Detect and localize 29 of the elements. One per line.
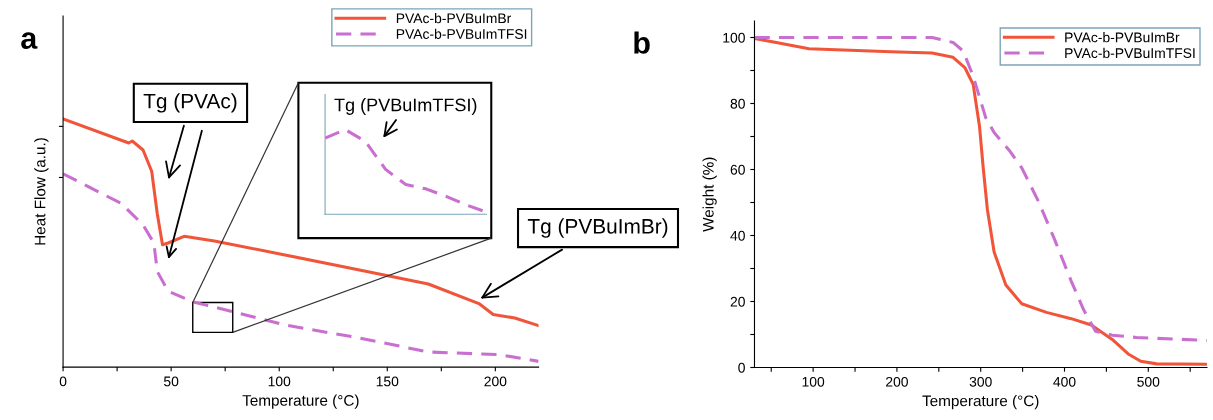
x-axis-title: Temperature (°C) (242, 394, 359, 409)
chart-title: b (634, 31, 650, 54)
x-tick-label: 200 (484, 376, 507, 387)
text: Tg (PVBuImTFSI) (334, 98, 477, 115)
x-axis-title: Temperature (°C) (922, 395, 1039, 410)
x-tick-label: 400 (1053, 376, 1076, 387)
x-tick-label: 100 (802, 376, 825, 387)
y-tick-label: 80 (730, 98, 745, 109)
x-tick-label: 150 (376, 376, 399, 387)
x-tick-label: 200 (886, 376, 908, 387)
y-axis-title: Heat Flow (a.u.) (34, 138, 49, 245)
x-tick-label: 100 (268, 376, 291, 387)
chart-title: a (21, 32, 38, 49)
legend-label: PVAc-b-PVBuImTFSI (396, 28, 527, 39)
legend-label: PVAc-b-PVBuImTFSI (1065, 47, 1195, 59)
y-tick-label: 40 (730, 230, 745, 241)
y-axis-title: Weight (%) (702, 157, 717, 232)
x-tick-label: 0 (59, 376, 67, 387)
legend-label: PVAc-b-PVBuImBr (396, 13, 512, 24)
x-tick-label: 300 (969, 376, 992, 387)
y-tick-label: 20 (730, 296, 745, 307)
legend-label: PVAc-b-PVBuImBr (1065, 32, 1180, 43)
annotation: Tg (PVBuImBr) (527, 218, 668, 238)
y-tick-label: 100 (723, 32, 745, 43)
y-tick-label: 60 (730, 164, 745, 175)
y-tick-label: 0 (738, 362, 745, 373)
x-tick-label: 500 (1137, 376, 1160, 387)
text: Tg (PVAc) (143, 93, 237, 113)
x-tick-label: 50 (163, 376, 179, 387)
